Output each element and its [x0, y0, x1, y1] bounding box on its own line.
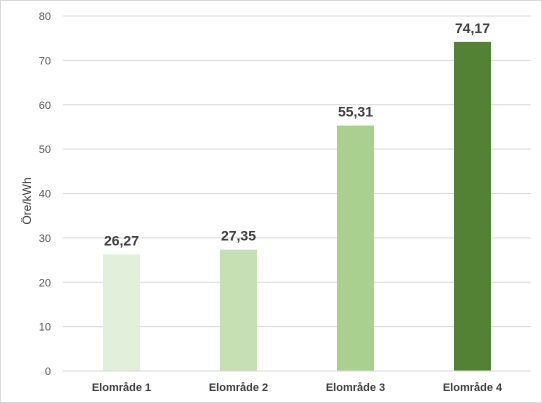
- bars: [103, 41, 491, 371]
- y-tick-label: 80: [39, 11, 51, 23]
- data-label: 27,35: [221, 228, 256, 244]
- data-labels: 26,27 27,35 55,31 74,17: [104, 20, 490, 249]
- y-tick-label: 70: [39, 55, 51, 67]
- y-tick-label: 30: [39, 233, 51, 245]
- x-axis-categories: Elområde 1 Elområde 2 Elområde 3 Elområde 4: [92, 382, 503, 394]
- gridlines: [63, 15, 531, 328]
- y-axis-ticks: 0 10 20 30 40 50 60 70 80: [39, 11, 51, 378]
- bar: [337, 125, 374, 371]
- y-tick-label: 50: [39, 144, 51, 156]
- y-tick-label: 60: [39, 100, 51, 112]
- data-label: 55,31: [338, 104, 373, 120]
- bar: [454, 41, 491, 371]
- y-tick-label: 10: [39, 322, 51, 334]
- bar: [103, 254, 140, 371]
- x-category-label: Elområde 1: [92, 382, 151, 394]
- y-tick-label: 40: [39, 189, 51, 201]
- data-label: 26,27: [104, 232, 139, 248]
- y-tick-label: 20: [39, 277, 51, 289]
- bar: [220, 249, 257, 371]
- x-category-label: Elområde 4: [443, 382, 503, 394]
- x-category-label: Elområde 3: [326, 382, 385, 394]
- data-label: 74,17: [455, 20, 490, 36]
- x-category-label: Elområde 2: [209, 382, 268, 394]
- y-axis-label: Öre/kWh: [20, 177, 34, 224]
- y-tick-label: 0: [45, 366, 51, 378]
